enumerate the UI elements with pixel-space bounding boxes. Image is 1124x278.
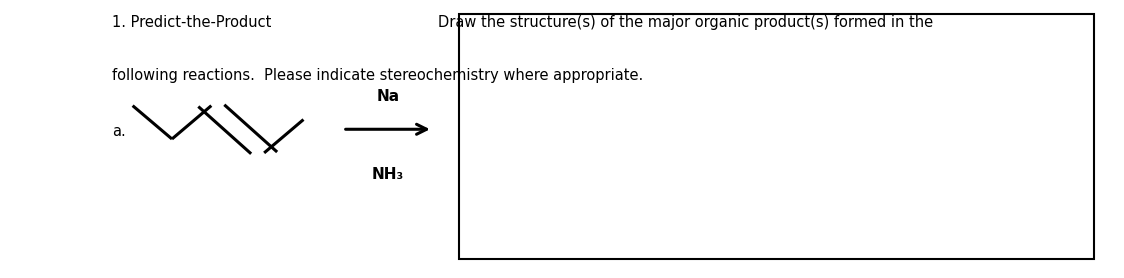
Text: Na: Na: [377, 89, 399, 104]
Text: following reactions.  Please indicate stereochemistry where appropriate.: following reactions. Please indicate ste…: [112, 68, 644, 83]
Bar: [459, 14, 1094, 259]
Text: 1. Predict-the-Product: 1. Predict-the-Product: [112, 15, 272, 30]
Text: Draw the structure(s) of the major organic product(s) formed in the: Draw the structure(s) of the major organ…: [438, 15, 934, 30]
Text: a.: a.: [112, 124, 126, 139]
Text: NH₃: NH₃: [372, 167, 404, 182]
